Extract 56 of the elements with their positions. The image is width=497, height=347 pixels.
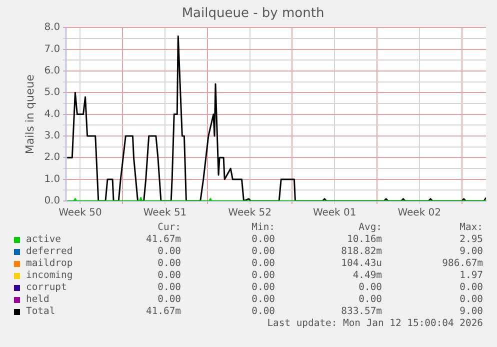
text: 0.00 bbox=[252, 306, 275, 317]
legend-label: held bbox=[26, 294, 50, 305]
text: 0.00 bbox=[158, 294, 181, 305]
text: 818.82m bbox=[341, 246, 382, 257]
text: 0.00 bbox=[252, 270, 275, 281]
text: 0.00 bbox=[158, 246, 181, 257]
legend-label: Total bbox=[26, 306, 56, 317]
text: 986.67m bbox=[442, 258, 483, 269]
text: 1.97 bbox=[460, 270, 483, 281]
legend-label: active bbox=[26, 234, 61, 245]
text: Cur: bbox=[158, 222, 181, 233]
y-tick-label: 2.0 bbox=[44, 152, 60, 164]
text: 833.57m bbox=[341, 306, 382, 317]
y-tick-label: 3.0 bbox=[44, 130, 60, 142]
text: Min: bbox=[252, 222, 275, 233]
y-tick-label: 8.0 bbox=[44, 22, 60, 34]
text: 0.00 bbox=[252, 294, 275, 305]
legend-label: deferred bbox=[26, 246, 73, 257]
text: 10.16m bbox=[347, 234, 382, 245]
x-tick-label: Week 01 bbox=[312, 208, 356, 219]
text: 0.00 bbox=[358, 282, 382, 293]
text: 0.00 bbox=[158, 258, 181, 269]
x-tick-label: Week 50 bbox=[58, 208, 102, 219]
y-tick-label: 5.0 bbox=[44, 87, 60, 98]
text: 2.95 bbox=[460, 234, 483, 245]
text: 9.00 bbox=[460, 306, 483, 317]
text: 0.00 bbox=[252, 258, 275, 269]
legend-label: corrupt bbox=[26, 282, 67, 293]
text: 0.00 bbox=[252, 234, 275, 245]
text: 9.00 bbox=[460, 246, 483, 257]
y-axis-title: Mails in queue bbox=[23, 74, 36, 154]
y-tick-label: 1.0 bbox=[44, 174, 60, 185]
x-tick-label: Week 02 bbox=[398, 208, 442, 219]
text: 41.67m bbox=[146, 234, 181, 245]
text: 0.00 bbox=[460, 294, 483, 305]
text: 0.00 bbox=[158, 282, 181, 293]
text: 0.00 bbox=[158, 270, 181, 281]
text: 0.00 bbox=[252, 246, 275, 257]
text: 41.67m bbox=[146, 306, 181, 317]
legend-label: maildrop bbox=[26, 258, 73, 269]
y-tick-label: 4.0 bbox=[44, 108, 60, 120]
x-tick-label: Week 52 bbox=[228, 208, 272, 219]
text: 0.00 bbox=[460, 282, 483, 293]
y-tick-label: 7.0 bbox=[44, 44, 60, 55]
text: Last update: Mon Jan 12 15:00:04 2026 bbox=[267, 318, 483, 329]
text: 4.49m bbox=[352, 270, 382, 281]
chart-title: Mailqueue - by month bbox=[182, 6, 324, 22]
text: Avg: bbox=[358, 222, 382, 233]
text: 104.43u bbox=[341, 258, 382, 269]
y-tick-label: 6.0 bbox=[44, 66, 60, 77]
x-tick-label: Week 51 bbox=[143, 208, 187, 219]
text: 0.00 bbox=[358, 294, 382, 305]
y-tick-label: 0.0 bbox=[44, 196, 60, 207]
text: Max: bbox=[460, 222, 483, 233]
text: 0.00 bbox=[252, 282, 275, 293]
legend-label: incoming bbox=[26, 270, 73, 281]
